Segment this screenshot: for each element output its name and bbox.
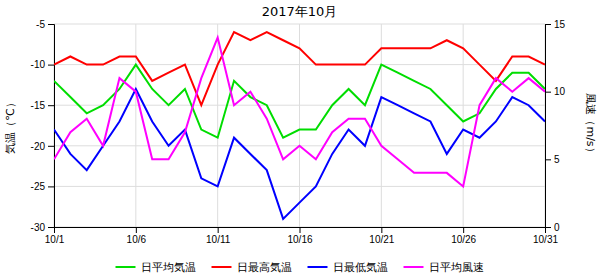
- axis-line: [55, 228, 546, 234]
- tick: 10/16: [287, 227, 312, 245]
- tick: -25: [31, 181, 54, 192]
- series-line: [54, 89, 545, 219]
- tick-label: -20: [31, 141, 46, 152]
- tick-mark: [48, 146, 54, 147]
- tick-mark: [545, 227, 551, 228]
- tick-label: -5: [36, 19, 45, 30]
- legend-item: 日最高気温: [212, 261, 292, 274]
- legend-item: 日平均風速: [404, 261, 484, 274]
- legend-label: 日平均気温: [141, 261, 196, 274]
- tick: 15: [545, 19, 566, 30]
- tick-mark: [48, 227, 54, 228]
- tick: -10: [31, 59, 54, 70]
- tick-mark: [381, 227, 382, 233]
- tick-label: 10/11: [206, 234, 231, 245]
- tick: 10/1: [45, 227, 65, 245]
- series-line: [54, 38, 545, 187]
- tick: -5: [36, 19, 54, 30]
- tick-label: 10/26: [451, 234, 476, 245]
- tick: 10/11: [206, 227, 231, 245]
- tick-mark: [136, 227, 137, 233]
- y2-axis: 0 5 10 15: [545, 19, 566, 233]
- legend-label: 日最高気温: [237, 261, 292, 274]
- x-axis: 10/1 10/6 10/11 10/16 10/21 10/26 10/31: [45, 227, 559, 245]
- grid-line: [54, 64, 545, 65]
- legend-swatch: [308, 266, 328, 268]
- title: 2017年10月: [262, 4, 338, 19]
- tick-label: 5: [554, 154, 560, 165]
- tick: 10/26: [451, 227, 476, 245]
- tick: 10/6: [127, 227, 147, 245]
- tick-mark: [218, 227, 219, 233]
- legend-label: 日最低気温: [333, 261, 388, 274]
- tick-mark: [463, 227, 464, 233]
- tick-label: 10/21: [369, 234, 394, 245]
- tick-label: 10/6: [127, 234, 147, 245]
- grid-line: [54, 186, 545, 187]
- legend-item: 日最低気温: [308, 261, 388, 274]
- grid-line: [381, 24, 382, 227]
- tick-mark: [545, 24, 551, 25]
- tick-label: -30: [31, 222, 46, 233]
- tick-mark: [48, 186, 54, 187]
- axis-line: [546, 25, 552, 228]
- legend-swatch: [212, 266, 232, 268]
- tick-label: 10/31: [533, 234, 558, 245]
- tick: 10/21: [369, 227, 394, 245]
- series-line: [54, 65, 545, 138]
- tick-label: 10/1: [45, 234, 65, 245]
- axis-line: [48, 25, 55, 228]
- tick-mark: [48, 65, 54, 66]
- legend-swatch: [404, 266, 424, 268]
- legend-item: 日平均気温: [116, 261, 196, 274]
- grid-line: [299, 24, 300, 227]
- y-axis-label: 気温（℃）: [4, 97, 17, 153]
- tick-label: -15: [31, 100, 46, 111]
- plot-lines: [54, 32, 545, 219]
- tick-mark: [48, 24, 54, 25]
- tick: -15: [31, 100, 54, 111]
- tick-label: -10: [31, 59, 46, 70]
- tick: 10: [545, 86, 566, 97]
- legend-swatch: [116, 266, 136, 268]
- tick-label: 0: [554, 222, 560, 233]
- y-axis: -30 -25 -20 -15 -10 -5: [31, 19, 55, 233]
- tick: -20: [31, 141, 54, 152]
- tick-mark: [48, 105, 54, 106]
- tick: 5: [545, 154, 560, 165]
- grid-line: [135, 24, 136, 227]
- tick-mark: [545, 92, 551, 93]
- grid-line: [217, 24, 218, 227]
- series-line: [54, 32, 545, 105]
- y2-axis-label: 風速（m/s）: [584, 93, 597, 157]
- tick-label: -25: [31, 181, 46, 192]
- tick-label: 10/16: [287, 234, 312, 245]
- legend: 日平均気温 日最高気温 日最低気温 日平均風速: [116, 261, 484, 274]
- grid-line: [54, 24, 545, 25]
- tick-label: 10: [554, 86, 566, 97]
- tick: 0: [545, 222, 560, 233]
- tick-mark: [300, 227, 301, 233]
- tick-mark: [545, 159, 551, 160]
- grid: [54, 24, 545, 227]
- chart: 10/110/610/1110/1610/2110/2610/31-30-25-…: [0, 0, 599, 277]
- grid-line: [463, 24, 464, 227]
- tick-label: 15: [554, 19, 566, 30]
- legend-label: 日平均風速: [429, 261, 484, 274]
- tick: -30: [31, 222, 54, 233]
